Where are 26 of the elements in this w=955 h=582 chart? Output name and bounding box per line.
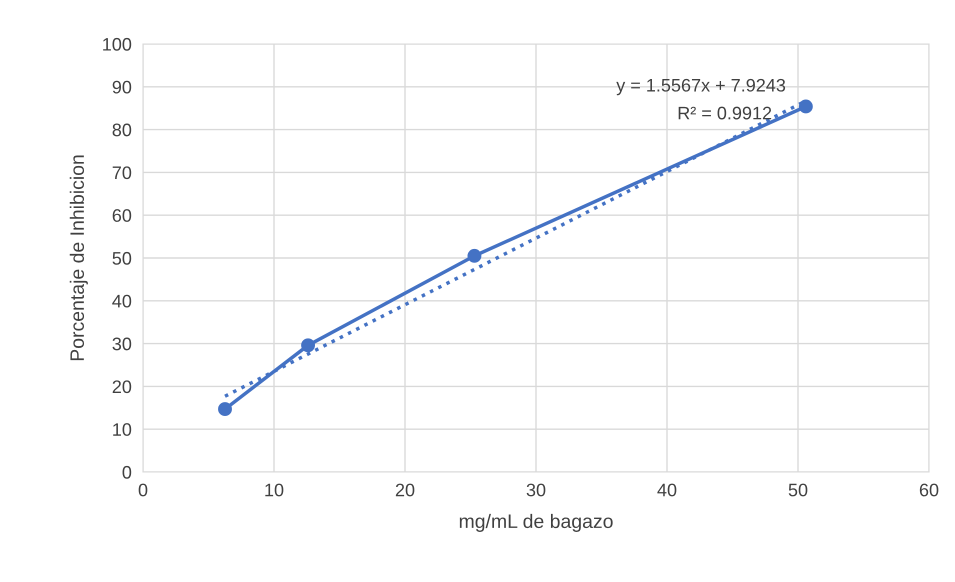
- y-tick-label: 30: [112, 338, 132, 350]
- y-axis-title: Porcentaje de Inhibicion: [70, 155, 88, 360]
- annotation: y = 1.5567x + 7.9243: [616, 78, 786, 96]
- x-tick-label: 20: [396, 484, 414, 496]
- y-tick-label: 70: [112, 166, 132, 180]
- y-tick-label: 50: [112, 252, 132, 265]
- x-axis-title: mg/mL de bagazo: [460, 514, 613, 532]
- y-tick-label: 0: [122, 466, 132, 479]
- y-tick-label: 80: [112, 124, 132, 136]
- x-tick-label: 60: [920, 484, 938, 496]
- x-tick-label: 0: [138, 484, 148, 496]
- y-tick-label: 90: [112, 80, 132, 94]
- point: [218, 402, 232, 416]
- x-tick-label: 30: [526, 484, 546, 496]
- point: [467, 248, 482, 263]
- annotation: R² = 0.9912: [678, 106, 772, 120]
- y-tick-label: 20: [112, 380, 132, 394]
- y-tick-label: 40: [112, 294, 132, 308]
- x-tick-label: 10: [265, 484, 284, 496]
- x-tick-label: 40: [657, 484, 676, 496]
- point: [301, 338, 316, 352]
- x-tick-label: 50: [788, 484, 808, 496]
- point: [798, 100, 813, 114]
- y-tick-label: 10: [113, 423, 132, 436]
- y-tick-label: 100: [103, 38, 132, 51]
- y-tick-label: 60: [112, 209, 132, 222]
